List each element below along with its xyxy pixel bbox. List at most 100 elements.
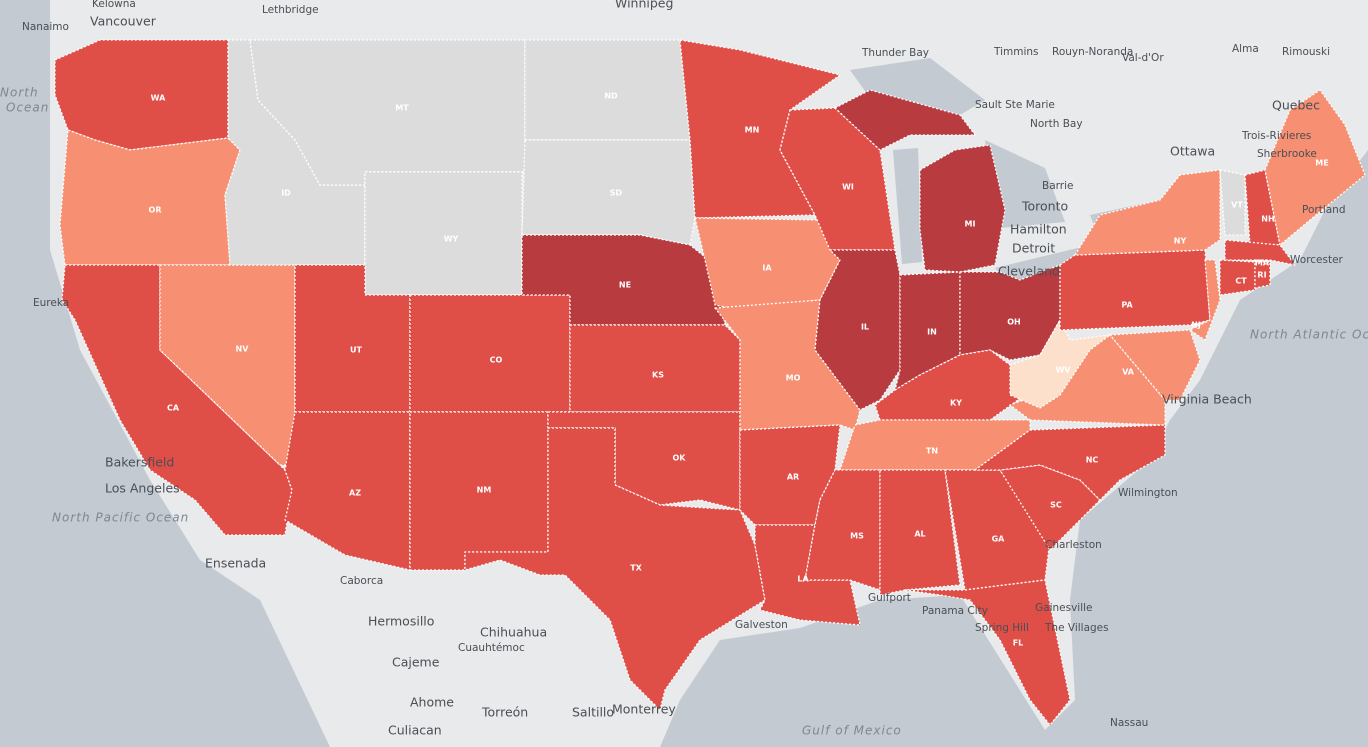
state <box>1219 259 1256 296</box>
place-label: Hermosillo <box>368 614 434 629</box>
state <box>904 579 1071 726</box>
state-label: WI <box>842 183 854 192</box>
state <box>754 524 861 626</box>
state-label: WV <box>1055 366 1071 375</box>
state-label: IN <box>927 328 937 337</box>
state <box>1059 249 1211 331</box>
state-label: AR <box>787 473 799 482</box>
state <box>1254 261 1271 289</box>
state-label: OR <box>149 206 162 215</box>
place-label: Ahome <box>410 695 454 710</box>
state-label: AL <box>914 530 925 539</box>
place-label: Sault Ste Marie <box>975 99 1055 111</box>
place-label: Ottawa <box>1170 144 1215 159</box>
state-label: FL <box>1013 639 1024 648</box>
state-label: NY <box>1174 237 1187 246</box>
place-label: Quebec <box>1272 98 1320 113</box>
state <box>524 39 691 141</box>
place-label: Winnipeg <box>615 0 673 11</box>
state-label: PA <box>1121 301 1133 310</box>
state <box>409 294 571 413</box>
place-label: Wilmington <box>1118 487 1178 499</box>
state <box>54 39 229 151</box>
state-label: NC <box>1086 456 1099 465</box>
state-label: WY <box>444 235 459 244</box>
place-label: Eureka <box>33 297 69 309</box>
state-label: NV <box>236 345 250 354</box>
state <box>1219 169 1246 236</box>
state <box>959 264 1061 361</box>
state-label: KS <box>652 371 664 380</box>
state <box>834 89 976 151</box>
place-label: Caborca <box>340 575 383 587</box>
state-label: WA <box>151 94 166 103</box>
state-label: ID <box>281 189 291 198</box>
place-label: Torreón <box>481 705 528 720</box>
state <box>814 249 901 411</box>
state-label: CO <box>490 356 503 365</box>
place-label: Los Angeles <box>105 481 180 496</box>
state <box>1189 259 1221 341</box>
state-label: LA <box>797 575 809 584</box>
state <box>879 469 961 596</box>
state-label: MN <box>745 126 760 135</box>
state-label: VT <box>1231 201 1243 210</box>
place-label: Ensenada <box>205 556 266 571</box>
state-label: VA <box>1122 368 1135 377</box>
state-label: GA <box>992 535 1006 544</box>
states <box>54 39 1366 726</box>
state-label: SD <box>610 189 623 198</box>
place-label: Galveston <box>735 619 788 631</box>
place-label: Virginia Beach <box>1162 392 1252 407</box>
state <box>569 324 741 413</box>
state-label: MS <box>850 532 864 541</box>
state-label: ME <box>1315 159 1328 168</box>
ocean-label: Gulf of Mexico <box>802 724 902 738</box>
ocean-label: North Atlantic Ocean <box>1250 328 1368 342</box>
state <box>1109 329 1201 401</box>
state-label: TN <box>926 447 938 456</box>
state <box>59 129 241 266</box>
place-label: Toronto <box>1021 199 1068 214</box>
place-label: Detroit <box>1012 241 1055 256</box>
place-label: Rouyn-Noranda <box>1052 46 1133 58</box>
place-label: Cajeme <box>392 655 440 670</box>
place-label: Thunder Bay <box>861 47 929 59</box>
place-label: The Villages <box>1044 622 1109 634</box>
state-label: MT <box>395 104 409 113</box>
state <box>1074 169 1221 256</box>
place-label: Panama City <box>922 605 988 617</box>
place-label: Gainesville <box>1035 602 1093 614</box>
state-label: MA <box>1255 259 1270 268</box>
ocean-label: Ocean <box>6 101 49 115</box>
place-label: Worcester <box>1290 254 1344 266</box>
state-label: NJ <box>1191 321 1201 330</box>
state <box>1009 319 1111 409</box>
state <box>739 424 841 526</box>
state <box>714 299 861 431</box>
place-label: Chihuahua <box>480 625 547 640</box>
place-label: Vancouver <box>90 14 157 29</box>
state-label: MI <box>965 220 976 229</box>
place-label: Cuauhtémoc <box>458 642 525 654</box>
state <box>464 427 766 711</box>
state-label: TX <box>630 564 642 573</box>
place-label: Timmins <box>993 46 1039 58</box>
state <box>521 139 696 246</box>
state <box>679 39 841 219</box>
state-label: SC <box>1050 501 1062 510</box>
state-label: NH <box>1261 215 1274 224</box>
place-label: Sherbrooke <box>1257 148 1317 160</box>
state-label: OH <box>1007 318 1021 327</box>
place-label: Bakersfield <box>105 455 174 470</box>
state <box>839 419 1031 471</box>
state-label: MO <box>786 374 801 383</box>
state <box>1264 89 1366 246</box>
state-label: CT <box>1235 277 1247 286</box>
state <box>804 469 881 591</box>
place-label: Hamilton <box>1010 222 1067 237</box>
place-label: Barrie <box>1042 180 1073 192</box>
place-label: Trois-Rivieres <box>1241 130 1311 142</box>
place-label: Monterrey <box>612 702 676 717</box>
